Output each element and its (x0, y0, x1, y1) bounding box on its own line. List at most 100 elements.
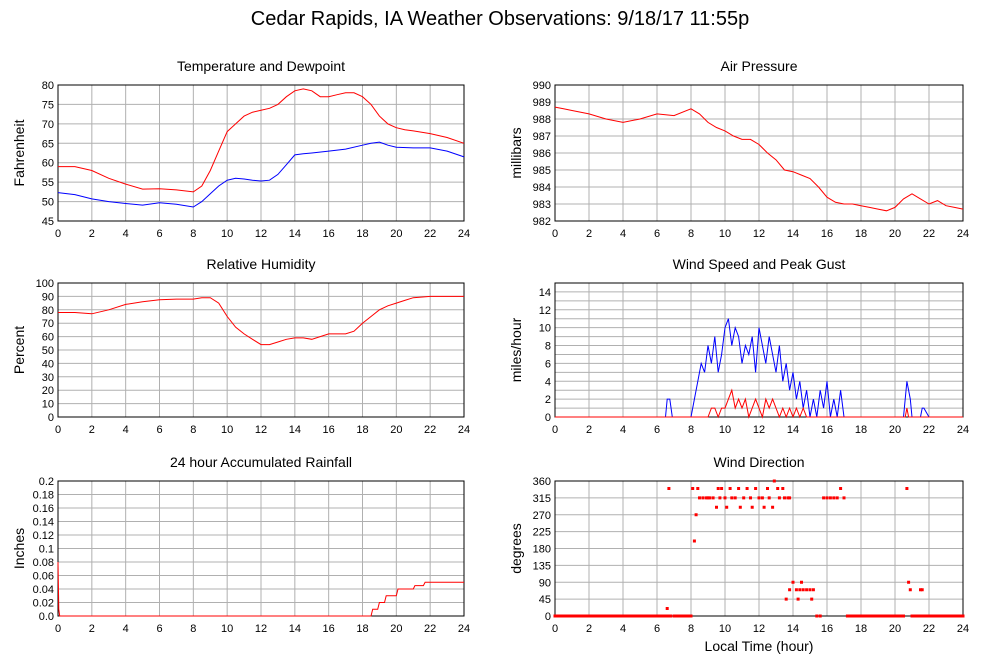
data-point (706, 496, 710, 500)
x-tick-label: 22 (424, 228, 436, 240)
x-tick-label: 2 (586, 623, 592, 635)
data-point (835, 496, 839, 500)
plot-frame (57, 84, 465, 222)
data-point (711, 496, 715, 500)
data-point (704, 496, 708, 500)
series-line-1 (57, 141, 465, 208)
chart-title: Temperature and Dewpoint (177, 58, 345, 74)
y-tick-label: 12 (539, 305, 551, 317)
x-tick-label: 22 (923, 623, 935, 635)
x-tick-label: 20 (889, 228, 901, 240)
y-tick-label: 65 (42, 138, 54, 150)
x-tick-label: 6 (654, 623, 660, 635)
x-tick-label: 18 (855, 424, 867, 436)
x-tick-label: 14 (787, 424, 799, 436)
x-tick-label: 18 (356, 228, 368, 240)
x-tick-label: 4 (123, 228, 129, 240)
x-tick-label: 6 (156, 623, 162, 635)
x-tick-label: 22 (424, 623, 436, 635)
data-point (760, 496, 764, 500)
data-point (696, 487, 700, 490)
y-axis-label: Percent (11, 326, 27, 374)
x-tick-label: 10 (719, 424, 731, 436)
data-point (728, 487, 732, 490)
data-point (766, 487, 769, 490)
grid (554, 480, 964, 617)
data-point (784, 597, 788, 601)
y-tick-label: 0.12 (33, 530, 54, 542)
x-tick-label: 10 (221, 424, 233, 436)
y-tick-label: 0.2 (39, 476, 54, 488)
x-tick-label: 18 (356, 424, 368, 436)
data-point (694, 513, 698, 517)
x-tick-label: 6 (654, 228, 660, 240)
x-tick-label: 14 (289, 424, 301, 436)
data-point (701, 496, 705, 500)
y-tick-label: 6 (545, 358, 551, 370)
x-tick-label: 24 (957, 424, 969, 436)
x-tick-label: 14 (787, 623, 799, 635)
x-tick-label: 4 (123, 424, 129, 436)
y-tick-label: 0.18 (33, 490, 54, 502)
data-point (718, 496, 722, 500)
series-line-1 (555, 388, 963, 419)
x-tick-label: 4 (123, 623, 129, 635)
data-point (919, 588, 922, 592)
y-tick-label: 60 (42, 158, 54, 170)
x-tick-label: 20 (390, 424, 402, 436)
data-point (698, 496, 701, 500)
y-tick-label: 988 (533, 114, 551, 126)
x-tick-label: 2 (89, 623, 95, 635)
data-point (907, 580, 911, 584)
y-tick-label: 80 (42, 80, 54, 92)
y-tick-label: 10 (42, 399, 54, 411)
y-tick-label: 75 (42, 99, 54, 111)
x-axis-title: Local Time (hour) (705, 638, 814, 654)
data-point (788, 496, 792, 500)
x-tick-label: 12 (753, 228, 765, 240)
data-point (808, 588, 812, 592)
data-point (796, 597, 800, 601)
data-point (961, 614, 965, 618)
chart-title: Relative Humidity (207, 256, 316, 272)
x-tick-label: 16 (821, 228, 833, 240)
x-tick-label: 10 (719, 623, 731, 635)
data-point (692, 539, 696, 543)
x-tick-label: 8 (688, 228, 694, 240)
data-point (822, 496, 826, 500)
data-point (815, 614, 819, 618)
data-point (689, 614, 693, 618)
y-tick-label: 987 (533, 131, 551, 143)
y-tick-label: 985 (533, 165, 551, 177)
data-point (720, 487, 724, 490)
y-tick-label: 30 (42, 372, 54, 384)
data-point (715, 505, 718, 509)
grid (57, 282, 465, 418)
data-point (754, 487, 758, 490)
x-tick-label: 0 (552, 228, 558, 240)
y-tick-label: 20 (42, 385, 54, 397)
y-tick-label: 0.08 (33, 557, 54, 569)
y-tick-label: 0 (48, 412, 54, 424)
x-tick-label: 16 (323, 623, 335, 635)
x-tick-label: 10 (719, 228, 731, 240)
data-point (750, 505, 754, 509)
grid (57, 84, 465, 222)
x-tick-label: 8 (190, 228, 196, 240)
x-tick-label: 14 (289, 623, 301, 635)
y-tick-label: 80 (42, 305, 54, 317)
x-tick-label: 0 (55, 623, 61, 635)
y-tick-label: 45 (42, 216, 54, 228)
y-tick-label: 70 (42, 119, 54, 131)
plot-frame (554, 84, 964, 222)
x-tick-label: 20 (889, 424, 901, 436)
data-point (839, 487, 843, 490)
x-tick-label: 16 (821, 424, 833, 436)
data-point (794, 588, 798, 592)
y-tick-label: 0.04 (33, 584, 54, 596)
x-tick-label: 10 (221, 623, 233, 635)
y-tick-label: 90 (539, 577, 551, 589)
data-point (791, 580, 795, 584)
data-point (749, 496, 752, 500)
